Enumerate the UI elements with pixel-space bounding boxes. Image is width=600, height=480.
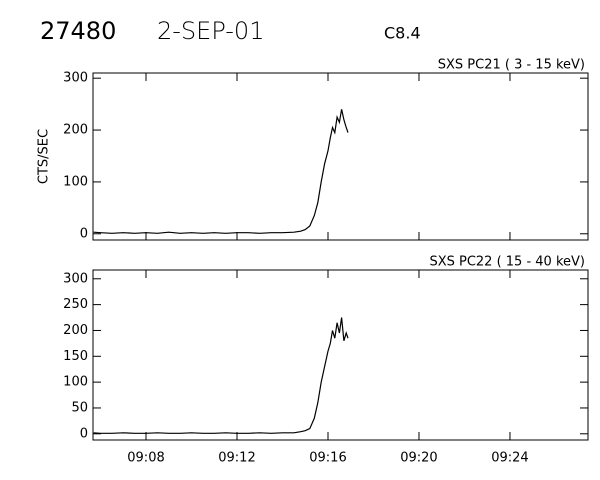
y-tick-label: 0 [80,426,88,441]
panel-label: SXS PC21 ( 3 - 15 keV) [438,58,585,73]
plot-frame [92,269,589,441]
y-tick-label: 0 [80,226,88,241]
x-tick-label: 09:08 [127,451,164,466]
plot-frame [92,72,589,241]
flare-date: 2-SEP-01 [157,17,264,45]
flare-id: 27480 [40,17,116,45]
y-tick-label: 150 [63,349,88,364]
count-rate-line [93,317,349,434]
y-tick-label: 300 [63,271,88,286]
y-tick-label: 200 [63,123,88,138]
y-tick-label: 300 [63,71,88,86]
y-tick-label: 100 [63,174,88,189]
x-tick-label: 09:12 [218,451,255,466]
panel-label: SXS PC22 ( 15 - 40 keV) [429,255,585,270]
y-tick-label: 200 [63,323,88,338]
x-tick-label: 09:16 [309,451,346,466]
y-axis-label: CTS/SEC [37,129,52,184]
y-tick-label: 250 [63,297,88,312]
count-rate-line [93,109,349,234]
y-tick-label: 100 [63,375,88,390]
x-tick-label: 09:24 [491,451,528,466]
y-tick-label: 50 [71,400,88,415]
flare-class: C8.4 [384,24,421,43]
x-tick-label: 09:20 [400,451,437,466]
